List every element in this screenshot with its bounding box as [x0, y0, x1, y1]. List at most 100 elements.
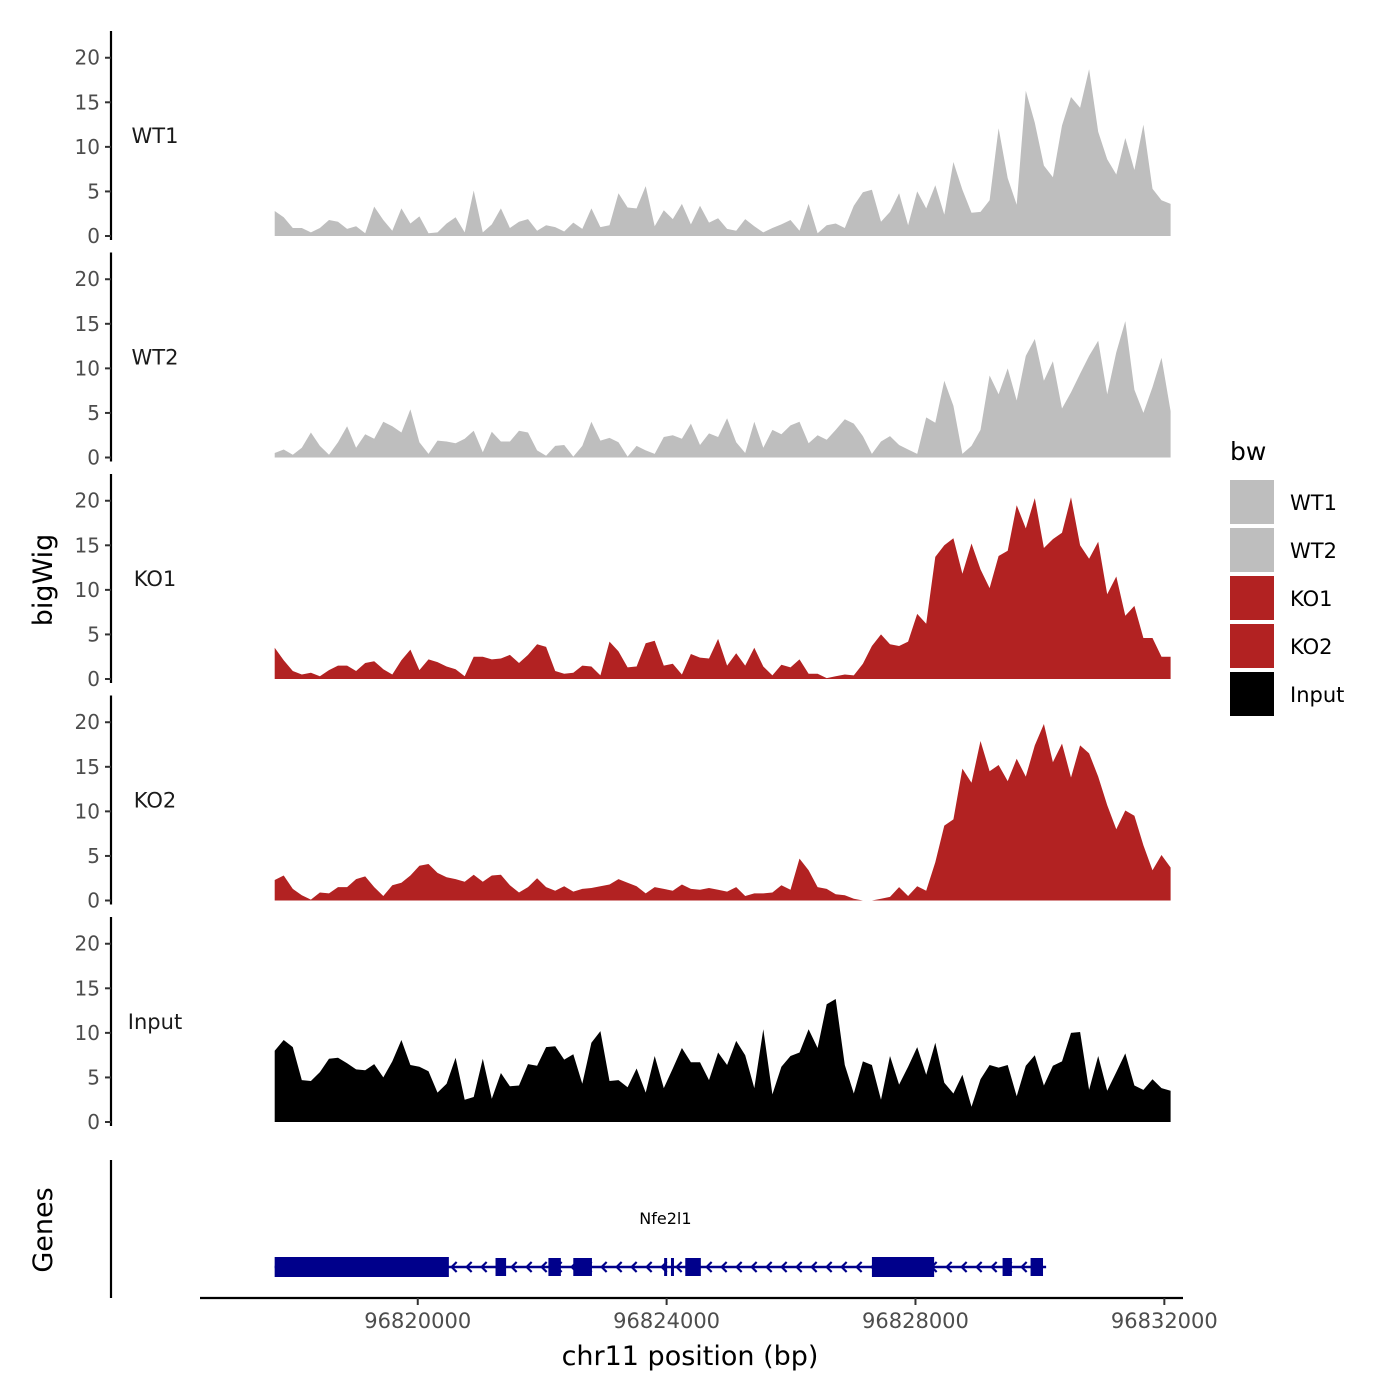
strand-arrow-icon	[480, 1261, 488, 1273]
coverage-area-ko1	[274, 497, 1171, 679]
y-tick-label: 10	[75, 578, 100, 602]
strand-arrow-icon	[450, 1261, 458, 1273]
y-tick-label: 5	[87, 179, 100, 203]
coverage-area-ko2	[274, 724, 1171, 901]
y-tick-label: 20	[75, 932, 100, 956]
gene-exon	[1030, 1258, 1044, 1276]
legend-label-input: Input	[1290, 683, 1344, 707]
strand-arrow-icon	[525, 1261, 533, 1273]
gene-exon	[274, 1257, 449, 1277]
strand-arrow-icon	[720, 1261, 728, 1273]
y-axis-label: bigWig	[28, 534, 59, 627]
strand-arrow-icon	[540, 1261, 548, 1273]
track-panel-ko1: 0 5 10 15 20 KO1	[75, 474, 1171, 691]
strand-arrow-icon	[645, 1261, 653, 1273]
strand-arrow-icon	[675, 1261, 683, 1273]
track-label-ko1: KO1	[134, 567, 177, 591]
strand-arrow-icon	[630, 1261, 638, 1273]
strand-arrow-icon	[705, 1261, 713, 1273]
y-tick-label: 0	[87, 1110, 100, 1134]
strand-arrow-icon	[960, 1261, 968, 1273]
x-tick-label: 96828000	[862, 1309, 969, 1333]
y-tick-label: 5	[87, 401, 100, 425]
y-tick-label: 20	[75, 46, 100, 70]
gene-exon	[685, 1258, 701, 1276]
track-panel-input: 0 5 10 15 20 Input	[75, 917, 1171, 1134]
y-tick-label: 15	[75, 976, 100, 1000]
legend-label-ko1: KO1	[1290, 587, 1333, 611]
x-tick-label: 96820000	[364, 1309, 471, 1333]
y-tick-label: 20	[75, 710, 100, 734]
coverage-tracks: 0 5 10 15 20 WT1 0 5 10 15 20 WT2 0 5 10 15 20 KO1 0 5 10 15 2…	[75, 31, 1171, 1134]
y-tick-label: 20	[75, 489, 100, 513]
y-tick-label: 5	[87, 1065, 100, 1089]
strand-arrow-icon	[795, 1261, 803, 1273]
track-panel-wt1: 0 5 10 15 20 WT1	[75, 31, 1171, 248]
y-tick-label: 15	[75, 312, 100, 336]
strand-arrow-icon	[600, 1261, 608, 1273]
legend-key-wt2	[1230, 528, 1274, 572]
gene-exon	[871, 1257, 935, 1277]
strand-arrow-icon	[780, 1261, 788, 1273]
genes-track-label: Genes	[28, 1187, 59, 1272]
track-label-wt1: WT1	[132, 124, 179, 148]
legend-key-ko2	[1230, 624, 1274, 668]
strand-arrow-icon	[765, 1261, 773, 1273]
x-axis: 96820000 96824000 96828000 96832000	[200, 1296, 1218, 1333]
gene-name-label: Nfe2l1	[639, 1209, 691, 1228]
strand-arrow-icon	[465, 1261, 473, 1273]
legend-key-wt1	[1230, 480, 1274, 524]
gene-track: Nfe2l1	[109, 1160, 1047, 1298]
y-tick-label: 5	[87, 622, 100, 646]
gene-exon	[1002, 1258, 1012, 1276]
strand-arrow-icon	[855, 1261, 863, 1273]
y-tick-label: 15	[75, 90, 100, 114]
x-axis-label: chr11 position (bp)	[562, 1341, 819, 1372]
gene-exon	[548, 1258, 561, 1276]
y-tick-label: 10	[75, 135, 100, 159]
legend-label-wt1: WT1	[1290, 491, 1337, 515]
strand-arrow-icon	[840, 1261, 848, 1273]
y-tick-label: 0	[87, 667, 100, 691]
legend: bw WT1 WT2 KO1 KO2 Input	[1230, 437, 1344, 716]
y-tick-label: 10	[75, 356, 100, 380]
y-tick-label: 10	[75, 799, 100, 823]
gene-exon	[573, 1258, 592, 1276]
track-panel-wt2: 0 5 10 15 20 WT2	[75, 252, 1171, 470]
coverage-area-wt1	[274, 69, 1171, 236]
y-tick-label: 0	[87, 446, 100, 470]
coverage-area-wt2	[274, 321, 1171, 458]
x-tick-label: 96824000	[613, 1309, 720, 1333]
track-label-ko2: KO2	[134, 789, 177, 813]
gene-exon	[670, 1258, 674, 1276]
legend-label-ko2: KO2	[1290, 635, 1333, 659]
y-tick-label: 5	[87, 844, 100, 868]
track-label-input: Input	[128, 1010, 182, 1034]
track-label-wt2: WT2	[132, 346, 179, 370]
strand-arrow-icon	[735, 1261, 743, 1273]
strand-arrow-icon	[1020, 1261, 1028, 1273]
strand-arrow-icon	[945, 1261, 953, 1273]
strand-arrow-icon	[990, 1261, 998, 1273]
strand-arrow-icon	[615, 1261, 623, 1273]
y-tick-label: 10	[75, 1021, 100, 1045]
gene-exon	[495, 1258, 507, 1276]
legend-title: bw	[1230, 437, 1266, 466]
y-tick-label: 15	[75, 755, 100, 779]
y-tick-label: 20	[75, 267, 100, 291]
strand-arrow-icon	[825, 1261, 833, 1273]
y-tick-label: 0	[87, 889, 100, 913]
y-tick-label: 15	[75, 533, 100, 557]
strand-arrow-icon	[810, 1261, 818, 1273]
gene-exon	[664, 1258, 668, 1276]
y-tick-label: 0	[87, 224, 100, 248]
legend-key-input	[1230, 672, 1274, 716]
strand-arrow-icon	[975, 1261, 983, 1273]
legend-key-ko1	[1230, 576, 1274, 620]
track-panel-ko2: 0 5 10 15 20 KO2	[75, 695, 1171, 913]
strand-arrow-icon	[750, 1261, 758, 1273]
x-tick-label: 96832000	[1111, 1309, 1218, 1333]
coverage-area-input	[274, 999, 1171, 1122]
